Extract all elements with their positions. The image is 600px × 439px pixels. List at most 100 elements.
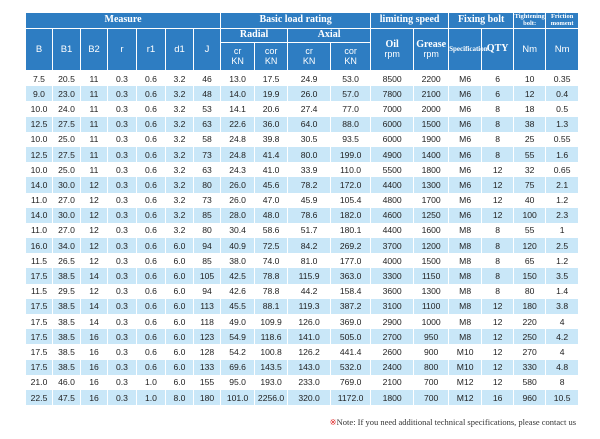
table-cell: 105 <box>192 268 222 284</box>
table-cell: 45.6 <box>254 177 289 193</box>
table-cell: 11 <box>80 86 108 102</box>
unit-name: cr <box>305 46 313 57</box>
table-cell: M6 <box>448 207 483 223</box>
table-cell: 11 <box>80 131 108 147</box>
table-cell: 1500 <box>413 253 450 269</box>
group-header: Friction moment <box>545 12 580 29</box>
table-cell: 0.3 <box>107 131 137 147</box>
table-cell: M8 <box>448 268 483 284</box>
table-cell: 0.6 <box>136 192 166 208</box>
table-cell: 12 <box>80 238 108 254</box>
table-cell: 4 <box>545 314 580 330</box>
note-mark: ※ <box>329 417 337 427</box>
table-cell: 3.2 <box>165 70 194 87</box>
table-cell: 320.0 <box>287 389 332 406</box>
table-cell: 73 <box>192 146 222 163</box>
table-cell: 126.0 <box>287 314 332 330</box>
table-cell: 25.0 <box>52 131 81 147</box>
table-cell: 17.5 <box>25 359 53 375</box>
table-cell: 38.5 <box>52 314 81 330</box>
table-cell: 0.3 <box>107 389 137 406</box>
table-cell: 3.2 <box>165 207 194 223</box>
table-cell: 113 <box>192 298 222 314</box>
table-cell: 158.4 <box>330 283 372 299</box>
table-cell: 22.5 <box>25 389 53 406</box>
table-cell: 17.5 <box>25 344 53 360</box>
column-header: B1 <box>52 28 81 71</box>
table-cell: M6 <box>448 131 483 147</box>
table-cell: 30.5 <box>287 131 332 147</box>
table-cell: 0.6 <box>136 86 166 102</box>
table-cell: 0.3 <box>107 253 137 269</box>
table-cell: 3100 <box>370 298 415 314</box>
table-cell: M6 <box>448 101 483 117</box>
footnote: ※Note: If you need additional technical … <box>330 417 576 428</box>
table-cell: 0.3 <box>107 207 137 223</box>
table-cell: 42.6 <box>220 283 256 299</box>
table-cell: M12 <box>448 374 483 390</box>
table-cell: 80 <box>192 177 222 193</box>
table-cell: 14.0 <box>25 207 53 223</box>
table-cell: 369.0 <box>330 314 372 330</box>
table-cell: 0.6 <box>136 222 166 239</box>
table-cell: 2256.0 <box>254 389 289 406</box>
table-cell: 38.0 <box>220 253 256 269</box>
table-cell: 45.5 <box>220 298 256 314</box>
table-cell: 72.5 <box>254 238 289 254</box>
table-cell: 269.2 <box>330 238 372 254</box>
table-cell: 3.2 <box>165 116 194 132</box>
table-cell: 85 <box>192 207 222 223</box>
table-cell: 88.1 <box>254 298 289 314</box>
table-row: 17.5 38.5 16 0.3 0.6 6.0 123 54.9 118.6 141.0 505.… <box>25 329 580 345</box>
table-cell: 12 <box>481 359 515 375</box>
table-cell: 1800 <box>413 162 450 178</box>
table-cell: 0.3 <box>107 192 137 208</box>
table-cell: 24.9 <box>287 70 332 87</box>
table-cell: 4.2 <box>545 329 580 345</box>
table-row: 16.0 34.0 12 0.3 0.6 6.0 94 40.9 72.5 84.2 269.2 37… <box>25 238 580 254</box>
table-cell: 12 <box>481 329 515 345</box>
table-cell: 12 <box>481 177 515 193</box>
table-cell: 12 <box>80 192 108 208</box>
table-cell: 94 <box>192 283 222 299</box>
table-cell: M10 <box>448 359 483 375</box>
table-cell: 51.7 <box>287 222 332 239</box>
table-cell: 6000 <box>370 116 415 132</box>
table-cell: 1000 <box>413 314 450 330</box>
table-cell: 23.0 <box>52 86 81 102</box>
table-cell: 16 <box>80 329 108 345</box>
spec-table: Measure Basic load rating limiting speed… <box>24 12 580 406</box>
table-cell: 6 <box>481 86 515 102</box>
unit-name: cor <box>264 46 278 57</box>
unit-header: cr KN <box>220 42 256 71</box>
table-row: 11.0 27.0 12 0.3 0.6 3.2 80 30.4 58.6 51.7 180.1 44… <box>25 222 580 239</box>
table-cell: 14.0 <box>25 177 53 193</box>
unit: KN <box>344 55 357 66</box>
table-row: 10.0 24.0 11 0.3 0.6 3.2 53 14.1 20.6 27.4 77.0 700… <box>25 101 580 117</box>
table-cell: 53.0 <box>330 70 372 87</box>
table-cell: 180 <box>513 298 547 314</box>
table-row: 10.0 25.0 11 0.3 0.6 3.2 63 24.3 41.0 33.9 110.0 55… <box>25 162 580 178</box>
table-cell: 3.8 <box>545 298 580 314</box>
table-cell: 30.0 <box>52 207 81 223</box>
table-cell: 6.0 <box>165 314 194 330</box>
table-row: 17.5 38.5 14 0.3 0.6 6.0 113 45.5 88.1 119.3 387.2… <box>25 298 580 314</box>
table-cell: 3.2 <box>165 222 194 239</box>
table-cell: 93.5 <box>330 131 372 147</box>
table-cell: 123 <box>192 329 222 345</box>
table-cell: 6.0 <box>165 359 194 375</box>
table-row: 7.5 20.5 11 0.3 0.6 3.2 46 13.0 17.5 24.9 53.0 8500… <box>25 70 580 87</box>
table-cell: 363.0 <box>330 268 372 284</box>
table-cell: 22.6 <box>220 116 256 132</box>
table-cell: 17.5 <box>25 268 53 284</box>
table-cell: 6.0 <box>165 283 194 299</box>
table-cell: 143.0 <box>287 359 332 375</box>
table-cell: 2.5 <box>545 238 580 254</box>
table-row: 17.5 38.5 16 0.3 0.6 6.0 133 69.6 143.5 143.0 532.… <box>25 359 580 375</box>
table-cell: M6 <box>448 86 483 102</box>
table-cell: 0.4 <box>545 86 580 102</box>
column-header: B <box>25 28 53 71</box>
table-cell: 115.9 <box>287 268 332 284</box>
table-cell: 41.4 <box>254 146 289 163</box>
table-cell: 78.6 <box>287 207 332 223</box>
